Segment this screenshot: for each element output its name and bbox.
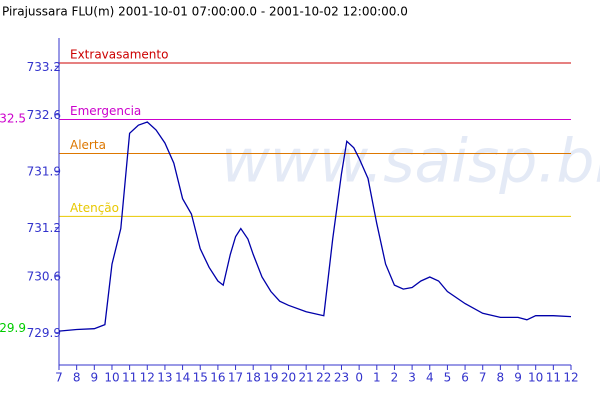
- threshold-label: Atenção: [70, 201, 119, 215]
- x-tick-label: 1: [373, 371, 381, 385]
- x-tick-label: 18: [246, 371, 261, 385]
- x-tick-label: 5: [444, 371, 452, 385]
- x-tick-label: 16: [210, 371, 225, 385]
- x-tick-label: 9: [90, 371, 98, 385]
- x-tick-label: 12: [563, 371, 578, 385]
- y-tick-label: 733.2: [27, 60, 61, 74]
- x-tick-label: 20: [281, 371, 296, 385]
- x-tick-label: 21: [299, 371, 314, 385]
- x-tick-label: 11: [546, 371, 561, 385]
- x-tick-label: 11: [122, 371, 137, 385]
- x-tick-label: 3: [408, 371, 416, 385]
- x-tick-label: 19: [263, 371, 278, 385]
- x-tick-label: 10: [104, 371, 119, 385]
- x-tick-label: 8: [497, 371, 505, 385]
- x-tick-label: 17: [228, 371, 243, 385]
- threshold-label: Alerta: [70, 138, 106, 152]
- y-tick-label: 731.9: [27, 165, 61, 179]
- x-tick-label: 13: [157, 371, 172, 385]
- x-tick-label: 0: [355, 371, 363, 385]
- x-tick-label: 7: [479, 371, 487, 385]
- x-tick-label: 15: [193, 371, 208, 385]
- y-tick-label: 730.6: [27, 270, 61, 284]
- x-tick-label: 22: [316, 371, 331, 385]
- x-tick-label: 9: [514, 371, 522, 385]
- x-tick-label: 6: [461, 371, 469, 385]
- annotation: 732.5: [0, 111, 26, 125]
- x-tick-label: 23: [334, 371, 349, 385]
- watermark: www.saisp.br: [221, 127, 600, 197]
- x-tick-label: 2: [391, 371, 399, 385]
- x-tick-label: 10: [528, 371, 543, 385]
- y-tick-label: 729.9: [27, 326, 61, 340]
- y-tick-label: 732.6: [27, 108, 61, 122]
- x-tick-label: 4: [426, 371, 434, 385]
- x-tick-label: 8: [73, 371, 81, 385]
- x-tick-label: 14: [175, 371, 190, 385]
- threshold-label: Emergencia: [70, 104, 141, 118]
- x-tick-label: 7: [55, 371, 63, 385]
- x-tick-label: 12: [140, 371, 155, 385]
- y-tick-label: 731.2: [27, 221, 61, 235]
- chart-title: Pirajussara FLU(m) 2001-10-01 07:00:00.0…: [2, 5, 408, 19]
- threshold-label: Extravasamento: [70, 48, 168, 62]
- annotation: 729.9: [0, 321, 26, 335]
- data-line: [58, 121, 572, 332]
